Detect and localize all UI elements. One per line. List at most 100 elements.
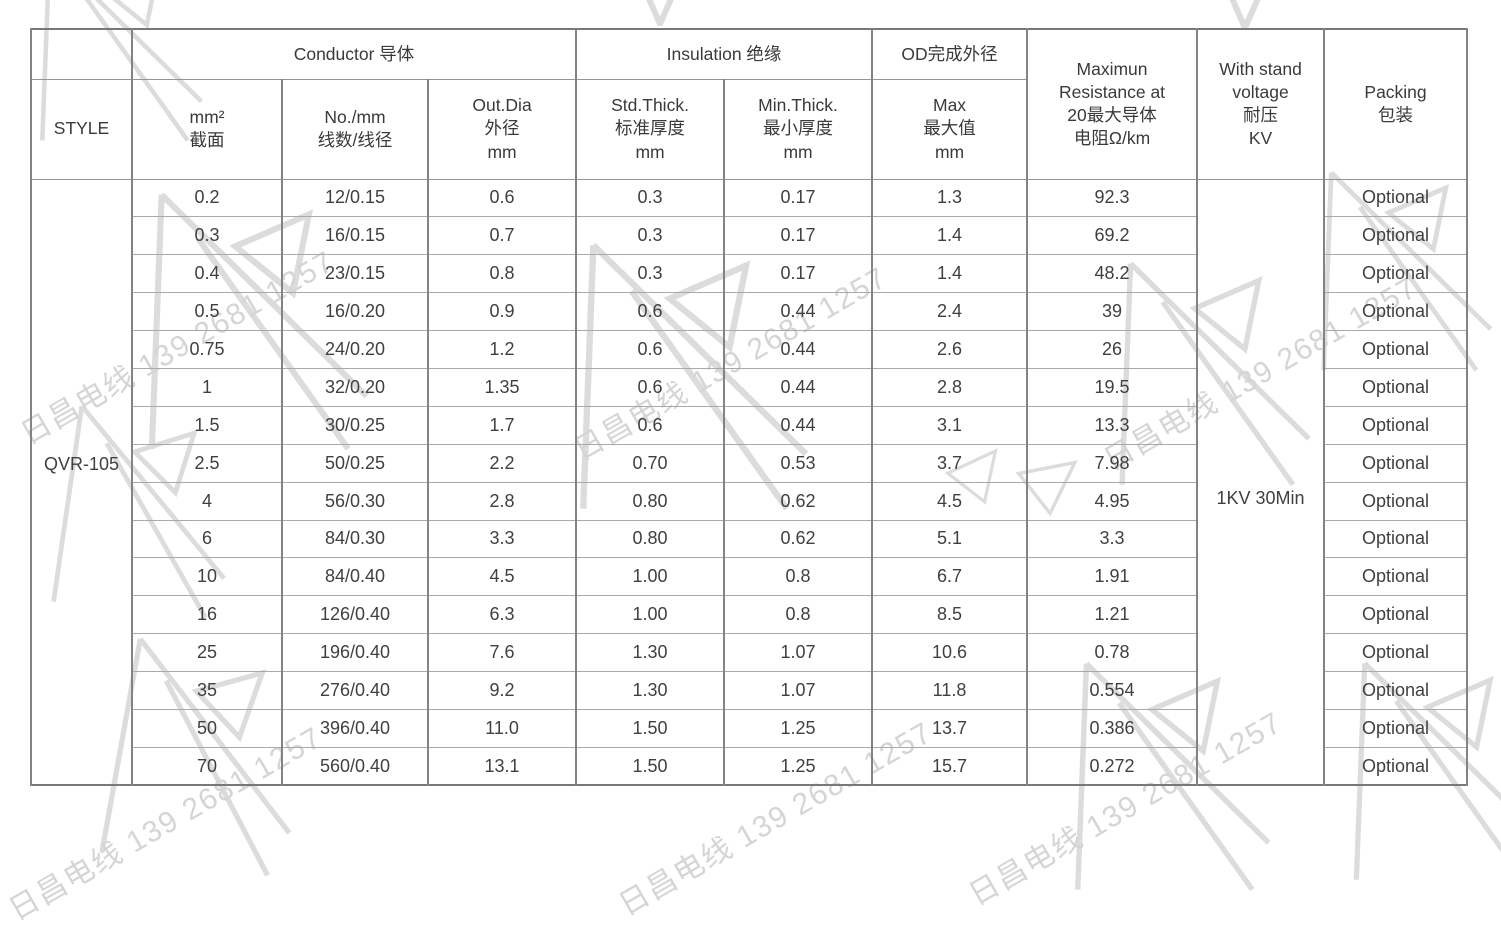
data-cell: 1.4 bbox=[871, 216, 1029, 256]
packing-cell: Optional bbox=[1323, 595, 1469, 635]
header-min-thick: Min.Thick. 最小厚度 mm bbox=[723, 78, 874, 180]
header-out-dia: Out.Dia 外径 mm bbox=[426, 78, 578, 180]
data-cell: 2.8 bbox=[426, 481, 578, 521]
watermark-vee-icon bbox=[1200, 0, 1290, 30]
data-cell: 2.8 bbox=[871, 367, 1029, 407]
watermark-vee-icon bbox=[615, 0, 705, 26]
data-cell: 0.44 bbox=[723, 367, 874, 407]
data-cell: 126/0.40 bbox=[281, 595, 429, 635]
data-cell: 0.53 bbox=[723, 443, 874, 483]
data-cell: 4.95 bbox=[1026, 481, 1199, 521]
data-cell: 0.62 bbox=[723, 519, 874, 559]
data-cell: 0.62 bbox=[723, 481, 874, 521]
packing-cell: Optional bbox=[1323, 443, 1469, 483]
packing-cell: Optional bbox=[1323, 216, 1469, 256]
data-cell: 276/0.40 bbox=[281, 671, 429, 710]
data-cell: 0.78 bbox=[1026, 633, 1199, 673]
packing-cell: Optional bbox=[1323, 519, 1469, 559]
data-cell: 39 bbox=[1026, 292, 1199, 332]
data-cell: 1.25 bbox=[723, 708, 874, 748]
packing-cell: Optional bbox=[1323, 557, 1469, 597]
data-cell: 12/0.15 bbox=[281, 178, 429, 218]
data-cell: 19.5 bbox=[1026, 367, 1199, 407]
data-cell: 84/0.40 bbox=[281, 557, 429, 597]
data-cell: 1.25 bbox=[723, 746, 874, 786]
data-cell: 2.6 bbox=[871, 330, 1029, 369]
data-cell: 48.2 bbox=[1026, 254, 1199, 294]
packing-cell: Optional bbox=[1323, 254, 1469, 294]
data-cell: 0.386 bbox=[1026, 708, 1199, 748]
data-cell: 69.2 bbox=[1026, 216, 1199, 256]
data-cell: 0.5 bbox=[131, 292, 283, 332]
data-cell: 0.17 bbox=[723, 216, 874, 256]
packing-cell: Optional bbox=[1323, 633, 1469, 673]
data-cell: 560/0.40 bbox=[281, 746, 429, 786]
data-cell: 4.5 bbox=[871, 481, 1029, 521]
header-conductor-group: Conductor 导体 bbox=[130, 28, 578, 80]
table-row: QVR-105 0.2 12/0.15 0.6 0.3 0.17 1.3 92.3 1KV 30… bbox=[30, 178, 1469, 786]
packing-cell: Optional bbox=[1323, 481, 1469, 521]
data-cell: 1.91 bbox=[1026, 557, 1199, 597]
data-cell: 0.44 bbox=[723, 292, 874, 332]
packing-cell: Optional bbox=[1323, 708, 1469, 748]
data-cell: 26 bbox=[1026, 330, 1199, 369]
header-style-empty bbox=[30, 28, 133, 80]
data-cell: 0.6 bbox=[575, 292, 726, 332]
data-cell: 16/0.15 bbox=[281, 216, 429, 256]
data-cell: 1.21 bbox=[1026, 595, 1199, 635]
data-cell: 8.5 bbox=[871, 595, 1029, 635]
data-cell: 70 bbox=[131, 746, 283, 786]
data-cell: 0.8 bbox=[426, 254, 578, 294]
data-cell: 50 bbox=[131, 708, 283, 748]
data-cell: 0.44 bbox=[723, 405, 874, 445]
data-cell: 56/0.30 bbox=[281, 481, 429, 521]
header-no-mm: No./mm 线数/线径 bbox=[281, 78, 429, 180]
packing-cell: Optional bbox=[1323, 746, 1469, 786]
data-cell: 35 bbox=[131, 671, 283, 710]
header-packing: Packing 包装 bbox=[1323, 28, 1469, 180]
data-cell: 0.3 bbox=[575, 178, 726, 218]
header-insulation-group: Insulation 绝缘 bbox=[575, 28, 874, 80]
data-cell: 0.8 bbox=[723, 557, 874, 597]
data-cell: 3.7 bbox=[871, 443, 1029, 483]
header-group-row: Conductor 导体 Insulation 绝缘 OD完成外径 Maximu… bbox=[30, 28, 1469, 180]
header-od-group: OD完成外径 bbox=[871, 28, 1029, 80]
data-cell: 84/0.30 bbox=[281, 519, 429, 559]
data-cell: 3.3 bbox=[1026, 519, 1199, 559]
data-cell: 1.4 bbox=[871, 254, 1029, 294]
data-cell: 13.7 bbox=[871, 708, 1029, 748]
data-cell: 0.554 bbox=[1026, 671, 1199, 710]
data-cell: 1.00 bbox=[575, 557, 726, 597]
data-cell: 16 bbox=[131, 595, 283, 635]
data-cell: 1.35 bbox=[426, 367, 578, 407]
data-cell: 0.6 bbox=[426, 178, 578, 218]
data-cell: 0.7 bbox=[426, 216, 578, 256]
header-mm2: mm² 截面 bbox=[131, 78, 283, 180]
data-cell: 0.3 bbox=[575, 254, 726, 294]
data-cell: 396/0.40 bbox=[281, 708, 429, 748]
data-cell: 30/0.25 bbox=[281, 405, 429, 445]
packing-cell: Optional bbox=[1323, 405, 1469, 445]
data-cell: 3.1 bbox=[871, 405, 1029, 445]
data-cell: 0.2 bbox=[131, 178, 283, 218]
data-cell: 10 bbox=[131, 557, 283, 597]
table-row: 10 84/0.40 4.5 1.00 0.8 6.7 1.91 Optional bbox=[31, 557, 1469, 597]
data-cell: 0.80 bbox=[575, 481, 726, 521]
style-cell: QVR-105 bbox=[30, 178, 133, 786]
data-cell: 4.5 bbox=[426, 557, 578, 597]
data-cell: 23/0.15 bbox=[281, 254, 429, 294]
data-cell: 1.50 bbox=[575, 708, 726, 748]
data-cell: 1.00 bbox=[575, 595, 726, 635]
data-cell: 1.07 bbox=[723, 671, 874, 710]
data-cell: 0.6 bbox=[575, 367, 726, 407]
data-cell: 6.3 bbox=[426, 595, 578, 635]
data-cell: 0.44 bbox=[723, 330, 874, 369]
data-cell: 1.3 bbox=[871, 178, 1029, 218]
data-cell: 0.75 bbox=[131, 330, 283, 369]
data-cell: 3.3 bbox=[426, 519, 578, 559]
data-cell: 2.2 bbox=[426, 443, 578, 483]
packing-cell: Optional bbox=[1323, 292, 1469, 332]
data-cell: 92.3 bbox=[1026, 178, 1199, 218]
header-style: STYLE bbox=[30, 78, 133, 180]
data-cell: 1.5 bbox=[131, 405, 283, 445]
